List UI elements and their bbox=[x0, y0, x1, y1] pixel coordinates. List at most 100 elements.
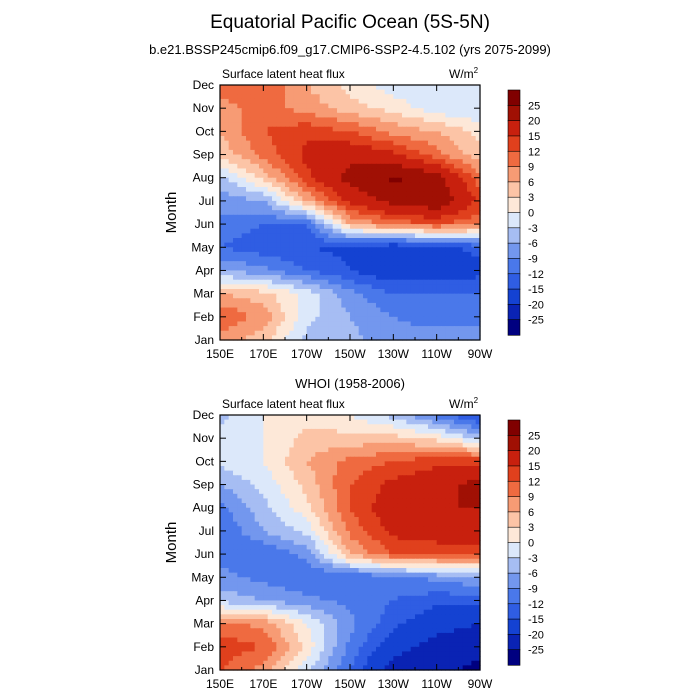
heatmap-cell bbox=[328, 475, 334, 481]
heatmap-cell bbox=[272, 149, 277, 156]
heatmap-cell bbox=[293, 512, 299, 518]
panel2-title: WHOI (1958-2006) bbox=[295, 376, 405, 391]
heatmap-cell bbox=[402, 484, 407, 490]
heatmap-cell bbox=[324, 85, 329, 91]
heatmap-cell bbox=[315, 182, 321, 188]
heatmap-cell bbox=[384, 145, 390, 151]
heatmap-cell bbox=[285, 200, 290, 207]
heatmap-cell bbox=[280, 145, 286, 151]
heatmap-cell bbox=[432, 191, 438, 197]
heatmap-cell bbox=[228, 200, 234, 207]
heatmap-cell bbox=[423, 117, 429, 123]
heatmap-cell bbox=[384, 442, 390, 449]
heatmap-cell bbox=[289, 112, 295, 119]
heatmap-cell bbox=[289, 200, 295, 207]
heatmap-cell bbox=[371, 530, 377, 537]
heatmap-cell bbox=[406, 493, 412, 500]
heatmap-cell bbox=[228, 173, 234, 179]
heatmap-cell bbox=[371, 187, 377, 193]
heatmap-cell bbox=[241, 98, 247, 105]
heatmap-cell bbox=[363, 103, 368, 109]
heatmap-cell bbox=[462, 415, 468, 421]
heatmap-cell bbox=[224, 140, 230, 146]
heatmap-cell bbox=[228, 163, 234, 170]
heatmap-cell bbox=[341, 108, 347, 114]
heatmap-cell bbox=[254, 200, 260, 207]
heatmap-cell bbox=[263, 136, 269, 142]
heatmap-cell bbox=[467, 103, 472, 109]
heatmap-cell bbox=[272, 433, 277, 439]
heatmap-cell bbox=[454, 470, 459, 476]
heatmap-cell bbox=[315, 517, 321, 523]
heatmap-cell bbox=[289, 521, 295, 527]
heatmap-cell bbox=[250, 503, 256, 509]
heatmap-cell bbox=[259, 200, 264, 207]
heatmap-cell bbox=[458, 503, 464, 509]
heatmap-cell bbox=[293, 438, 299, 444]
heatmap-cell bbox=[471, 149, 477, 156]
heatmap-cell bbox=[337, 466, 342, 472]
heatmap-cell bbox=[233, 182, 238, 188]
heatmap-cell bbox=[384, 131, 390, 137]
heatmap-cell bbox=[341, 85, 347, 91]
heatmap-cell bbox=[428, 182, 433, 188]
heatmap-cell bbox=[410, 108, 416, 114]
heatmap-cell bbox=[267, 177, 273, 183]
heatmap-cell bbox=[393, 447, 399, 453]
heatmap-cell bbox=[259, 168, 264, 174]
heatmap-cell bbox=[237, 442, 243, 449]
heatmap-cell bbox=[224, 187, 230, 193]
heatmap-cell bbox=[337, 200, 342, 207]
heatmap-cell bbox=[436, 136, 442, 142]
heatmap-cell bbox=[220, 447, 225, 453]
heatmap-cell bbox=[454, 428, 459, 435]
heatmap-cell bbox=[319, 517, 325, 523]
heatmap-cell bbox=[272, 507, 277, 513]
heatmap-cell bbox=[254, 489, 260, 495]
heatmap-cell bbox=[306, 512, 312, 518]
heatmap-cell bbox=[367, 428, 373, 435]
heatmap-cell bbox=[250, 122, 256, 128]
heatmap-cell bbox=[280, 503, 286, 509]
heatmap-cell bbox=[233, 470, 238, 476]
heatmap-cell bbox=[306, 415, 312, 421]
heatmap-cell bbox=[246, 461, 251, 467]
heatmap-cell bbox=[428, 424, 433, 430]
heatmap-cell bbox=[384, 498, 390, 504]
heatmap-cell bbox=[302, 154, 308, 160]
heatmap-cell bbox=[419, 112, 425, 119]
heatmap-cell bbox=[406, 438, 412, 444]
heatmap-cell bbox=[293, 177, 299, 183]
heatmap-cell bbox=[449, 163, 455, 170]
heatmap-cell bbox=[285, 428, 290, 435]
heatmap-cell bbox=[224, 159, 230, 165]
heatmap-cell bbox=[302, 489, 308, 495]
heatmap-cell bbox=[272, 461, 277, 467]
heatmap-cell bbox=[393, 89, 399, 95]
heatmap-cell bbox=[276, 117, 282, 123]
heatmap-cell bbox=[250, 103, 256, 109]
heatmap-cell bbox=[376, 126, 381, 132]
heatmap-cell bbox=[350, 131, 355, 137]
heatmap-cell bbox=[471, 187, 477, 193]
heatmap-cell bbox=[254, 149, 260, 156]
heatmap-cell bbox=[432, 117, 438, 123]
heatmap-cell bbox=[311, 136, 316, 142]
heatmap-cell bbox=[337, 154, 342, 160]
heatmap-cell bbox=[371, 517, 377, 523]
heatmap-cell bbox=[285, 136, 290, 142]
heatmap-cell bbox=[328, 456, 334, 462]
heatmap-cell bbox=[332, 489, 338, 495]
heatmap-cell bbox=[345, 466, 351, 472]
heatmap-cell bbox=[228, 136, 234, 142]
heatmap-cell bbox=[332, 177, 338, 183]
heatmap-cell bbox=[298, 517, 303, 523]
heatmap-cell bbox=[233, 517, 238, 523]
heatmap-cell bbox=[449, 512, 455, 518]
heatmap-cell bbox=[332, 108, 338, 114]
heatmap-cell bbox=[220, 98, 225, 105]
heatmap-cell bbox=[302, 103, 308, 109]
heatmap-cell bbox=[328, 94, 334, 100]
heatmap-cell bbox=[315, 438, 321, 444]
heatmap-cell bbox=[428, 415, 433, 421]
